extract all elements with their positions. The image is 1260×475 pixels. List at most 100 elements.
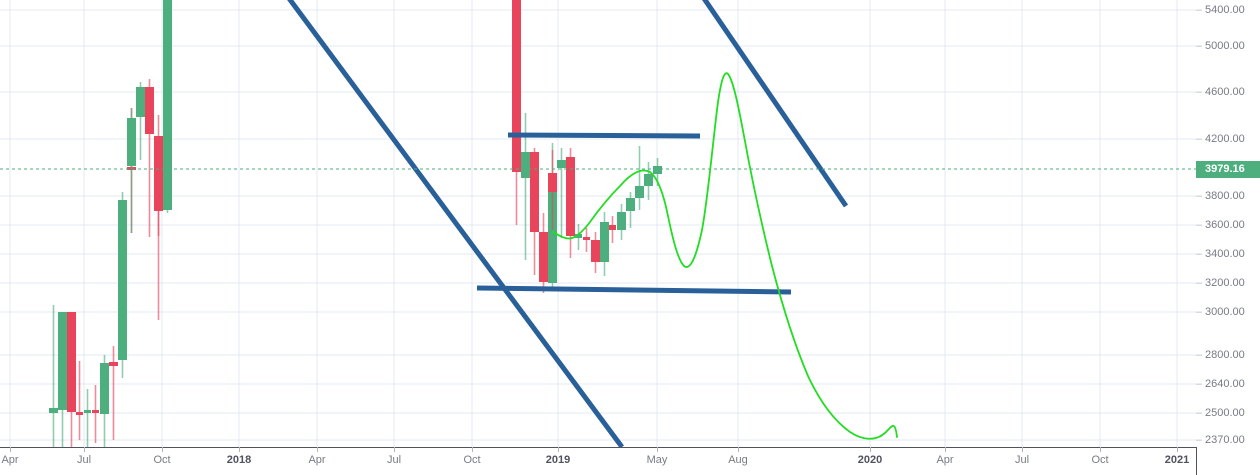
price-tick-label: 3600.00	[1205, 219, 1245, 231]
time-tick-mark	[239, 447, 240, 452]
price-tick-label: 3200.00	[1205, 277, 1245, 289]
price-tick: –4200.00	[1196, 132, 1260, 146]
price-tick-dash: –	[1196, 4, 1203, 16]
resistance-level[interactable]	[507, 132, 701, 139]
candle-body[interactable]	[566, 157, 575, 236]
candle-body[interactable]	[653, 166, 662, 174]
secondary-downtrend[interactable]	[702, 0, 849, 208]
time-tick-label: 2018	[226, 454, 252, 466]
price-tick-label: 3800.00	[1205, 190, 1245, 202]
price-tick-dash: –	[1196, 86, 1203, 98]
time-tick-label: Apr	[308, 454, 326, 466]
price-tick: –3400.00	[1196, 247, 1260, 261]
price-tick-label: 2370.00	[1205, 434, 1245, 446]
candle-body[interactable]	[109, 362, 118, 366]
price-tick: –3000.00	[1196, 305, 1260, 319]
candle-body[interactable]	[557, 160, 566, 168]
support-level[interactable]	[476, 285, 792, 295]
price-tick-label: 2800.00	[1205, 349, 1245, 361]
price-tick-dash: –	[1196, 349, 1203, 361]
candle-body[interactable]	[539, 232, 548, 282]
time-tick-label: 2021	[1164, 454, 1190, 466]
candle-body[interactable]	[626, 198, 635, 211]
time-tick-mark	[945, 447, 946, 452]
price-tick-dash: –	[1196, 434, 1203, 446]
candle-body[interactable]	[512, 0, 521, 172]
horizontal-gridlines	[0, 9, 1196, 441]
candle-body[interactable]	[521, 152, 530, 178]
candle-body[interactable]	[127, 118, 136, 166]
candle-body[interactable]	[84, 410, 91, 413]
time-tick-label: Oct	[1091, 454, 1109, 466]
price-tick: –2500.00	[1196, 406, 1260, 420]
price-tick: –5000.00	[1196, 39, 1260, 53]
candle-body[interactable]	[575, 234, 582, 238]
candle-body[interactable]	[92, 410, 99, 413]
candle-body[interactable]	[154, 205, 163, 211]
candle-body[interactable]	[583, 237, 590, 240]
candle-body[interactable]	[591, 240, 600, 262]
candle-body[interactable]	[118, 200, 127, 360]
candle-body[interactable]	[609, 225, 616, 230]
candle-body[interactable]	[58, 312, 67, 410]
candle-body[interactable]	[163, 92, 172, 210]
time-tick-label: Oct	[153, 454, 171, 466]
time-tick-mark	[870, 447, 871, 452]
candle-body[interactable]	[617, 212, 626, 230]
price-tick-dash: –	[1196, 190, 1203, 202]
price-tick-dash: –	[1196, 306, 1203, 318]
candle-body[interactable]	[548, 173, 557, 192]
time-tick-mark	[738, 447, 739, 452]
price-tick-dash: –	[1196, 277, 1203, 289]
candle-body[interactable]	[145, 87, 154, 134]
candle-body[interactable]	[163, 0, 172, 92]
candle-body[interactable]	[49, 408, 58, 413]
candle-body[interactable]	[600, 222, 609, 262]
candle-body[interactable]	[76, 412, 83, 415]
time-tick-mark	[1177, 447, 1178, 452]
price-tick-dash: –	[1196, 133, 1203, 145]
price-tick: –3200.00	[1196, 276, 1260, 290]
candle-body[interactable]	[635, 186, 644, 198]
time-tick-label: Aug	[728, 454, 748, 466]
time-tick-mark	[10, 447, 11, 452]
price-axis[interactable]: –5400.00–5000.00–4600.00–4200.00–3800.00…	[1196, 0, 1260, 447]
time-tick-label: Oct	[463, 454, 481, 466]
price-tick: –4600.00	[1196, 85, 1260, 99]
price-tick-label: 5400.00	[1205, 4, 1245, 16]
candle-body[interactable]	[530, 152, 539, 232]
time-tick-mark	[1022, 447, 1023, 452]
price-tick: –5400.00	[1196, 3, 1260, 17]
price-tick: –2640.00	[1196, 377, 1260, 391]
candle-body[interactable]	[154, 136, 163, 205]
price-tick-label: 4200.00	[1205, 133, 1245, 145]
time-axis-line	[0, 447, 1196, 448]
price-tick-dash: –	[1196, 378, 1203, 390]
time-tick-mark	[394, 447, 395, 452]
time-tick-label: Jul	[386, 454, 402, 466]
time-tick-label: Apr	[1, 454, 19, 466]
chart-canvas	[0, 0, 1196, 447]
price-tick-dash: –	[1196, 40, 1203, 52]
trendline-annotations[interactable]	[287, 0, 849, 447]
price-tick: –2370.00	[1196, 433, 1260, 447]
price-tick-label: 2500.00	[1205, 407, 1245, 419]
axis-corner	[1196, 447, 1197, 475]
price-tick-dash: –	[1196, 407, 1203, 419]
price-tick: –3600.00	[1196, 218, 1260, 232]
projection-path	[552, 72, 898, 440]
candle-body[interactable]	[644, 174, 653, 186]
candle-body[interactable]	[136, 87, 145, 117]
current-price-badge: 3979.16	[1196, 161, 1260, 178]
candle-body[interactable]	[67, 312, 76, 412]
primary-downtrend[interactable]	[287, 0, 625, 447]
candlestick-series[interactable]	[49, 0, 662, 447]
time-tick-mark	[84, 447, 85, 452]
candle-body[interactable]	[100, 363, 109, 414]
price-tick-dash: –	[1196, 248, 1203, 260]
time-axis[interactable]: Apr Jul Oct 2018 Apr Jul Oct 2019 May Aug 2020 Apr J…	[0, 447, 1260, 475]
time-tick-mark	[558, 447, 559, 452]
chart-plot-area[interactable]	[0, 0, 1196, 447]
price-tick: –2800.00	[1196, 348, 1260, 362]
